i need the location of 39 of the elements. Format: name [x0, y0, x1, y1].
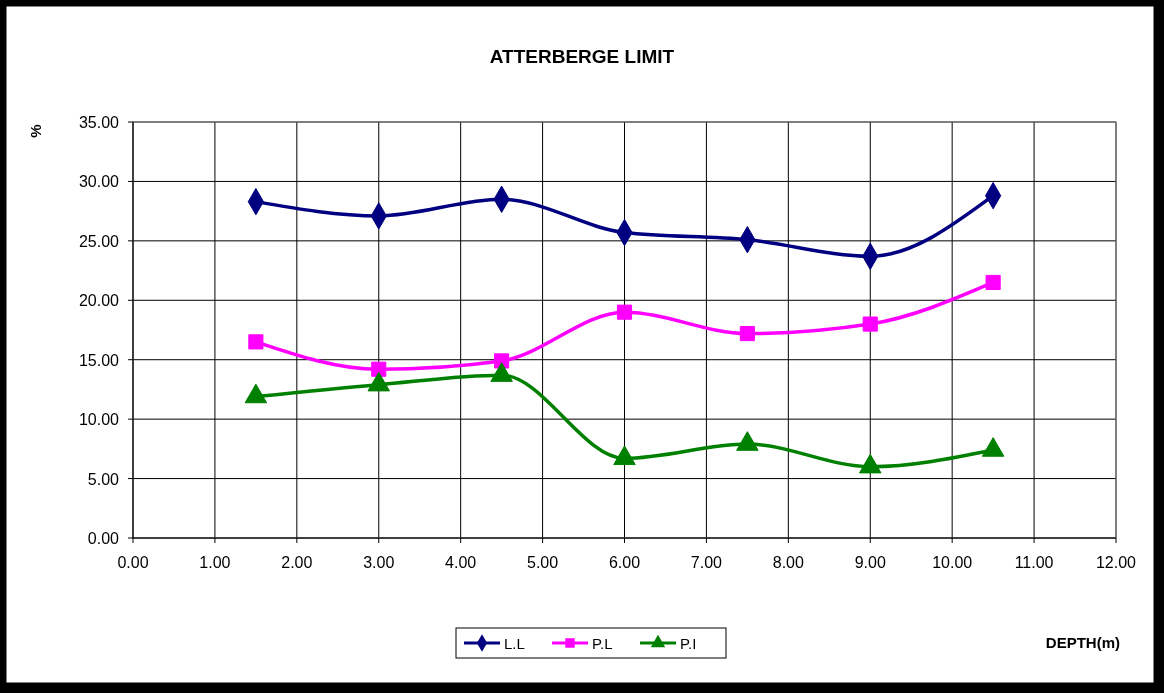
x-tick-label: 7.00 — [690, 554, 723, 571]
point — [367, 371, 390, 392]
point — [981, 437, 1005, 457]
point — [490, 362, 513, 382]
y-axis-title: % — [27, 124, 44, 138]
y-tick-label: 20.00 — [78, 292, 120, 310]
y-tick-label: 0.00 — [87, 530, 120, 547]
y-tick-label: 15.00 — [78, 351, 120, 369]
y-tick-label: 30.00 — [78, 173, 120, 191]
y-tick-label: 35.00 — [78, 114, 120, 131]
x-tick-label: 6.00 — [608, 554, 641, 571]
x-tick-label: 11.00 — [1014, 554, 1054, 571]
x-tick-label: 10.00 — [932, 554, 973, 571]
x-tick-label: 4.00 — [445, 554, 477, 571]
point — [736, 431, 759, 451]
legend-label: P.I — [680, 635, 697, 652]
x-tick-label: 9.00 — [854, 554, 886, 571]
point — [244, 383, 268, 404]
point — [862, 316, 878, 332]
x-tick-label: 2.00 — [281, 554, 313, 571]
legend-label: L.L — [504, 635, 525, 652]
x-tick-label: 8.00 — [772, 554, 805, 571]
x-tick-label: 1.00 — [199, 554, 231, 571]
point — [613, 445, 636, 466]
x-tick-label: 5.00 — [527, 554, 559, 571]
y-tick-label: 25.00 — [78, 232, 120, 250]
y-tick-label: 5.00 — [87, 470, 120, 488]
point — [739, 325, 755, 342]
x-axis-title: DEPTH(m) — [1045, 634, 1120, 651]
point — [616, 304, 633, 320]
x-tick-label: 12.00 — [1095, 554, 1137, 571]
legend-label: P.L — [592, 635, 613, 652]
chart-title: ATTERBERGE LIMIT — [489, 46, 675, 67]
y-tick-label: 10.00 — [78, 411, 120, 429]
point — [985, 274, 1001, 291]
point — [859, 453, 882, 474]
x-tick-label: 3.00 — [363, 554, 395, 571]
x-tick-label: 0.00 — [117, 554, 149, 571]
point — [248, 334, 264, 350]
